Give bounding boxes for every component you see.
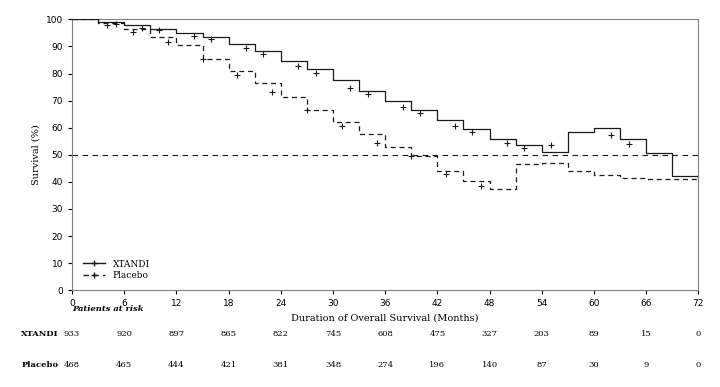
Text: 822: 822: [273, 330, 289, 337]
Text: 30: 30: [589, 361, 599, 369]
Text: 381: 381: [273, 361, 289, 369]
Text: 274: 274: [377, 361, 393, 369]
Text: 203: 203: [534, 330, 550, 337]
Text: 0: 0: [696, 330, 701, 337]
Text: 0: 0: [696, 361, 701, 369]
Y-axis label: Survival (%): Survival (%): [31, 125, 40, 185]
Text: 920: 920: [116, 330, 132, 337]
Legend: XTANDI, Placebo: XTANDI, Placebo: [83, 260, 150, 280]
Text: 15: 15: [641, 330, 652, 337]
Text: 933: 933: [64, 330, 80, 337]
Text: 421: 421: [220, 361, 237, 369]
Text: 465: 465: [116, 361, 132, 369]
Text: 444: 444: [168, 361, 184, 369]
Text: 87: 87: [536, 361, 547, 369]
Text: 140: 140: [482, 361, 498, 369]
Text: 745: 745: [325, 330, 341, 337]
Text: 475: 475: [429, 330, 446, 337]
Text: 897: 897: [168, 330, 184, 337]
Text: 327: 327: [482, 330, 498, 337]
Text: 9: 9: [644, 361, 649, 369]
Text: 348: 348: [325, 361, 341, 369]
Text: XTANDI: XTANDI: [22, 330, 59, 337]
Text: 468: 468: [64, 361, 80, 369]
Text: Patients at risk: Patients at risk: [72, 305, 143, 313]
Text: 608: 608: [377, 330, 393, 337]
X-axis label: Duration of Overall Survival (Months): Duration of Overall Survival (Months): [292, 314, 479, 323]
Text: 196: 196: [429, 361, 446, 369]
Text: 865: 865: [220, 330, 237, 337]
Text: Placebo: Placebo: [22, 361, 59, 369]
Text: 89: 89: [589, 330, 599, 337]
